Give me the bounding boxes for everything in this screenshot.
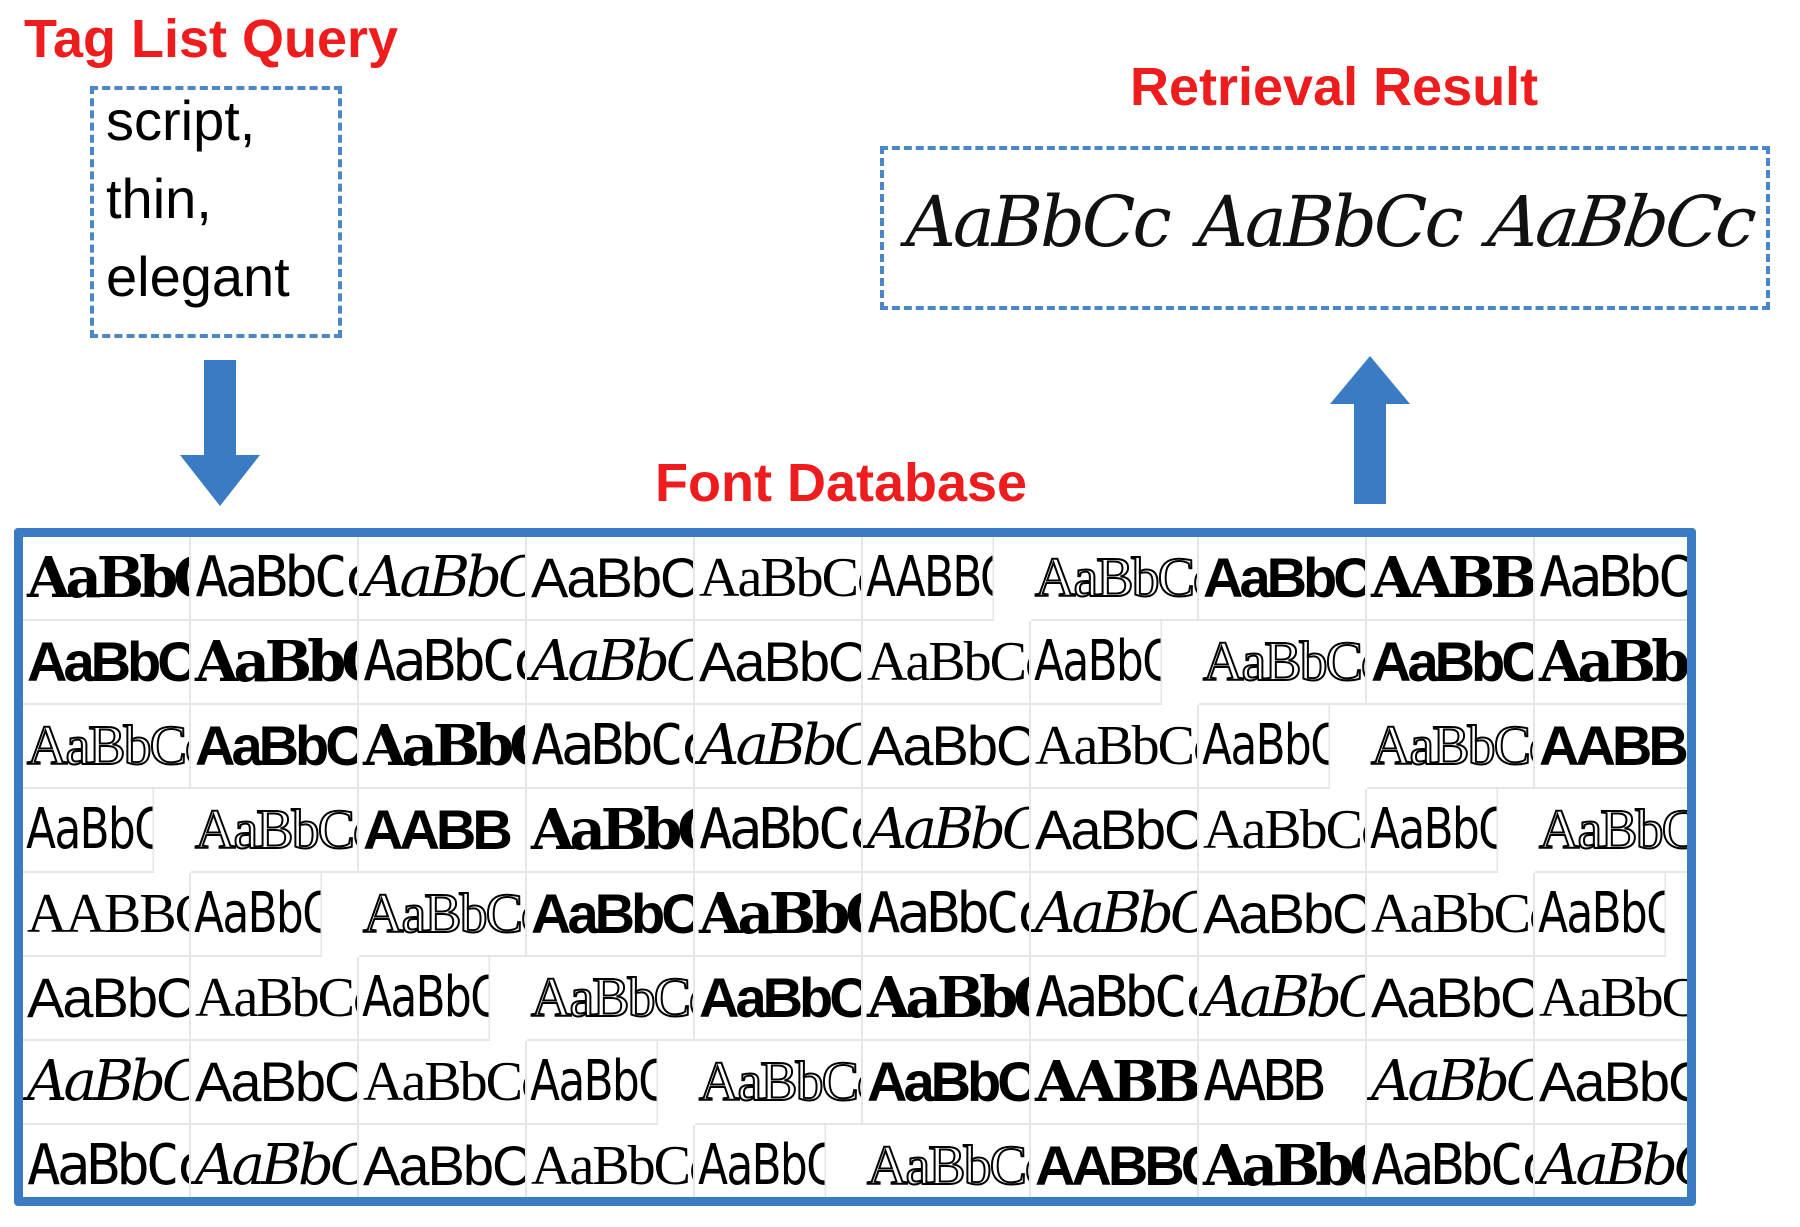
font-sample-cell: AABB [1199,1041,1367,1125]
font-sample-cell: AaBbCc [23,537,191,621]
font-sample-cell: AaBbCc [863,873,1031,957]
database-to-result-arrow [1330,356,1410,504]
font-sample-cell: AaBbCc [1199,705,1331,789]
query-to-database-arrow [180,360,260,506]
font-sample-cell: AaBbCc [1199,789,1367,873]
font-sample-cell: AaBbCc [23,1041,191,1125]
font-sample-cell: AaBbC [1535,1041,1687,1125]
font-sample-cell: AaBbCc [1367,1041,1535,1125]
font-sample-cell: AaBbCc [191,621,359,705]
font-sample-cell: AaBbCc [359,705,527,789]
retrieval-result-box: AaBbCc AaBbCc AaBbCc [880,146,1770,310]
font-sample-cell: AaBbCc [695,705,863,789]
result-font-sample: AaBbCc [905,181,1171,263]
font-sample-cell: AaBbCc [359,957,491,1041]
font-sample-cell: AaBbCc [23,789,155,873]
font-sample-cell: AaBbCc [695,621,863,705]
font-sample-cell: AABBCC [1031,1125,1199,1197]
font-sample-cell: AaBbCc [527,705,695,789]
font-sample-cell: AaBbCc [191,873,323,957]
font-sample-cell: AaBbCc [695,1041,863,1125]
font-sample-cell: AaBbCc [695,873,863,957]
font-sample-cell: AaBbCc [527,957,695,1041]
font-sample-cell: AaBbCc [863,1125,1031,1197]
font-sample-cell: AaBbCc [1367,621,1535,705]
font-sample-cell: AaBbCc [1031,621,1163,705]
font-sample-cell: AaBbCc [359,537,527,621]
font-sample-cell: AaBbCc [1367,873,1535,957]
font-sample-cell: AaBbCc [1367,789,1499,873]
font-sample-cell: AaBbCc [695,537,863,621]
font-sample-cell: AaBbCc [1031,873,1199,957]
font-sample-cell: AaBbCc [695,789,863,873]
font-sample-cell: AaBbCc [191,1125,359,1197]
font-sample-cell: AaBbCc [191,537,359,621]
result-font-sample: AaBbCc [1197,181,1463,263]
font-sample-cell: AABBCC [1367,537,1535,621]
font-sample-cell: AaBbCc [527,789,695,873]
font-sample-cell: AaBbCc [1535,957,1687,1041]
font-sample-cell: AaBbCc [23,621,191,705]
font-sample-cell: AaBbCc [527,873,695,957]
font-sample-cell: AaBbCc [1535,1125,1687,1197]
font-sample-cell: AaBbC [527,1041,659,1125]
font-sample-cell: AABB [359,789,527,873]
font-sample-cell: AaBbCc [359,621,527,705]
font-sample-cell: AaBbC [863,957,1031,1041]
font-sample-cell: AaBbCc [23,1125,191,1197]
font-sample-cell: AaBbCc [527,621,695,705]
font-sample-cell: AaBbCc [863,1041,1031,1125]
tag-list-query-box: script, thin, elegant [90,86,342,338]
font-database-title: Font Database [655,453,1028,513]
font-sample-cell: AaBbCc [527,537,695,621]
font-sample-cell: AaBbCc [695,957,863,1041]
font-sample-cell: AaBbCc [23,705,191,789]
font-sample-cell: AaBbCc [1199,957,1367,1041]
font-sample-cell: AaBbCc [1199,873,1367,957]
font-database-grid-frame: AaBbCcAaBbCcAaBbCcAaBbCcAaBbCcAABBCCAaBb… [14,528,1696,1206]
font-sample-cell: AaBbCc [1367,705,1535,789]
font-sample-cell: AaBbCc [863,705,1031,789]
font-sample-cell: AaBbCc [359,1125,527,1197]
font-sample-cell: AaBbCc [359,1041,527,1125]
font-sample-cell: AaBbCc [1367,1125,1535,1197]
tag-list-query-title: Tag List Query [24,9,399,69]
font-sample-cell: AaBbCc [1535,873,1667,957]
font-sample-cell: AABBCC [1535,705,1687,789]
font-sample-cell: AABBCC [23,873,191,957]
result-font-sample: AaBbCc [1483,181,1759,263]
query-tag: thin, [106,167,212,230]
query-tag: script, [106,89,256,152]
retrieval-result-title: Retrieval Result [1130,57,1539,117]
font-sample-cell: AABBCC [863,537,995,621]
font-sample-cell: AaBbCc [191,957,359,1041]
font-sample-cell: AaBbCc [191,1041,359,1125]
font-database-grid: AaBbCcAaBbCcAaBbCcAaBbCcAaBbCcAABBCCAaBb… [23,537,1687,1197]
font-sample-cell: AaBbC [863,789,1031,873]
font-sample-cell: AaBbCc [191,705,359,789]
query-tag: elegant [106,245,290,308]
font-sample-cell: AABBCC [1031,1041,1199,1125]
font-sample-cell: AaBbCc [1199,1125,1367,1197]
font-sample-cell: AaBbCc [359,873,527,957]
font-sample-cell: AaBbCc [1535,621,1687,705]
font-sample-cell: AaBbCc [1031,537,1199,621]
font-sample-cell: AaBbCc [1031,789,1199,873]
font-sample-cell: AaBbCc [863,621,1031,705]
font-sample-cell: AaBbCc [1199,537,1367,621]
font-sample-cell: AaBbCc [1031,705,1199,789]
font-sample-cell: AaBbCc [527,1125,695,1197]
font-sample-cell: AaBbCc [23,957,191,1041]
font-sample-cell: AaBbCc [1535,789,1687,873]
font-sample-cell: AaBbCc [1535,537,1687,621]
font-sample-cell: AaBbCc [191,789,359,873]
font-sample-cell: AaBbCc [1031,957,1199,1041]
font-sample-cell: AaBbCc [1367,957,1535,1041]
font-sample-cell: AaBbCc [1199,621,1367,705]
font-sample-cell: AaBbC [695,1125,827,1197]
